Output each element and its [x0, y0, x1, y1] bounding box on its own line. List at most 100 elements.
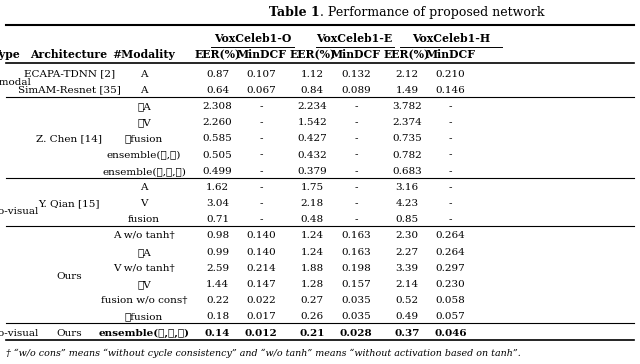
Text: 0.035: 0.035 [341, 296, 371, 305]
Text: 0.21: 0.21 [300, 329, 325, 338]
Text: 0.735: 0.735 [392, 134, 422, 143]
Text: 0.140: 0.140 [246, 248, 276, 257]
Text: 0.87: 0.87 [206, 70, 229, 79]
Text: -: - [354, 167, 358, 176]
Text: -: - [354, 215, 358, 224]
Text: 0.27: 0.27 [301, 296, 324, 305]
Text: Table 1: Table 1 [269, 6, 320, 19]
Text: Architecture: Architecture [31, 49, 108, 60]
Text: 0.146: 0.146 [436, 86, 465, 95]
Text: 0.046: 0.046 [435, 329, 467, 338]
Text: 2.59: 2.59 [206, 264, 229, 273]
Text: -: - [449, 183, 452, 192]
Text: 2.14: 2.14 [396, 280, 419, 289]
Text: -: - [259, 102, 263, 111]
Text: fusion w/o cons†: fusion w/o cons† [100, 296, 188, 305]
Text: Audio-visual: Audio-visual [0, 329, 38, 338]
Text: 0.432: 0.432 [298, 150, 327, 159]
Text: 0.157: 0.157 [341, 280, 371, 289]
Text: -: - [449, 134, 452, 143]
Text: 0.230: 0.230 [436, 280, 465, 289]
Text: 0.035: 0.035 [341, 312, 371, 321]
Text: -: - [449, 215, 452, 224]
Text: 2.374: 2.374 [392, 118, 422, 127]
Text: 3.04: 3.04 [206, 199, 229, 208]
Text: 0.22: 0.22 [206, 296, 229, 305]
Text: 0.782: 0.782 [392, 150, 422, 159]
Text: 0.163: 0.163 [341, 232, 371, 241]
Text: 0.52: 0.52 [396, 296, 419, 305]
Text: -: - [449, 167, 452, 176]
Text: MinDCF: MinDCF [426, 49, 476, 60]
Text: 0.198: 0.198 [341, 264, 371, 273]
Text: 0.49: 0.49 [396, 312, 419, 321]
Text: 2.308: 2.308 [203, 102, 232, 111]
Text: 0.64: 0.64 [206, 86, 229, 95]
Text: 2.27: 2.27 [396, 248, 419, 257]
Text: -: - [354, 199, 358, 208]
Text: 1.24: 1.24 [301, 248, 324, 257]
Text: 1.24: 1.24 [301, 232, 324, 241]
Text: -: - [354, 118, 358, 127]
Text: -: - [259, 199, 263, 208]
Text: 2.260: 2.260 [203, 118, 232, 127]
Text: fusion: fusion [128, 215, 160, 224]
Text: -: - [449, 118, 452, 127]
Text: 0.427: 0.427 [298, 134, 327, 143]
Text: -: - [449, 199, 452, 208]
Text: 0.585: 0.585 [203, 134, 232, 143]
Text: A: A [140, 70, 148, 79]
Text: 1.49: 1.49 [396, 86, 419, 95]
Text: EER(%): EER(%) [289, 49, 335, 60]
Text: 0.264: 0.264 [436, 248, 465, 257]
Text: 2.30: 2.30 [396, 232, 419, 241]
Text: 0.99: 0.99 [206, 248, 229, 257]
Text: 1.12: 1.12 [301, 70, 324, 79]
Text: 0.18: 0.18 [206, 312, 229, 321]
Text: Z. Chen [14]: Z. Chen [14] [36, 134, 102, 143]
Text: 0.71: 0.71 [206, 215, 229, 224]
Text: ②V: ②V [137, 118, 151, 127]
Text: A: A [140, 183, 148, 192]
Text: 1.542: 1.542 [298, 118, 327, 127]
Text: -: - [449, 150, 452, 159]
Text: VoxCeleb1-O: VoxCeleb1-O [214, 33, 291, 44]
Text: V: V [140, 199, 148, 208]
Text: 0.210: 0.210 [436, 70, 465, 79]
Text: 2.234: 2.234 [298, 102, 327, 111]
Text: 0.012: 0.012 [244, 329, 278, 338]
Text: Unimodal: Unimodal [0, 78, 32, 87]
Text: MinDCF: MinDCF [331, 49, 381, 60]
Text: VoxCeleb1-E: VoxCeleb1-E [317, 33, 392, 44]
Text: ensemble(①,②): ensemble(①,②) [107, 150, 181, 159]
Text: 1.62: 1.62 [206, 183, 229, 192]
Text: 0.379: 0.379 [298, 167, 327, 176]
Text: -: - [354, 183, 358, 192]
Text: ensemble(④,⑤,⑥): ensemble(④,⑤,⑥) [99, 329, 189, 338]
Text: #Modality: #Modality [113, 49, 175, 60]
Text: 0.163: 0.163 [341, 248, 371, 257]
Text: 4.23: 4.23 [396, 199, 419, 208]
Text: 0.067: 0.067 [246, 86, 276, 95]
Text: VoxCeleb1-H: VoxCeleb1-H [412, 33, 490, 44]
Text: ECAPA-TDNN [2]: ECAPA-TDNN [2] [24, 70, 115, 79]
Text: Audio-visual: Audio-visual [0, 207, 38, 216]
Text: 0.499: 0.499 [203, 167, 232, 176]
Text: 1.75: 1.75 [301, 183, 324, 192]
Text: -: - [259, 183, 263, 192]
Text: 0.85: 0.85 [396, 215, 419, 224]
Text: -: - [259, 118, 263, 127]
Text: -: - [354, 102, 358, 111]
Text: 2.18: 2.18 [301, 199, 324, 208]
Text: ⑤V: ⑤V [137, 280, 151, 289]
Text: 0.48: 0.48 [301, 215, 324, 224]
Text: 0.683: 0.683 [392, 167, 422, 176]
Text: Ours: Ours [56, 272, 82, 281]
Text: MinDCF: MinDCF [236, 49, 286, 60]
Text: V w/o tanh†: V w/o tanh† [113, 264, 175, 273]
Text: 3.39: 3.39 [396, 264, 419, 273]
Text: -: - [354, 134, 358, 143]
Text: 0.107: 0.107 [246, 70, 276, 79]
Text: -: - [259, 167, 263, 176]
Text: -: - [449, 102, 452, 111]
